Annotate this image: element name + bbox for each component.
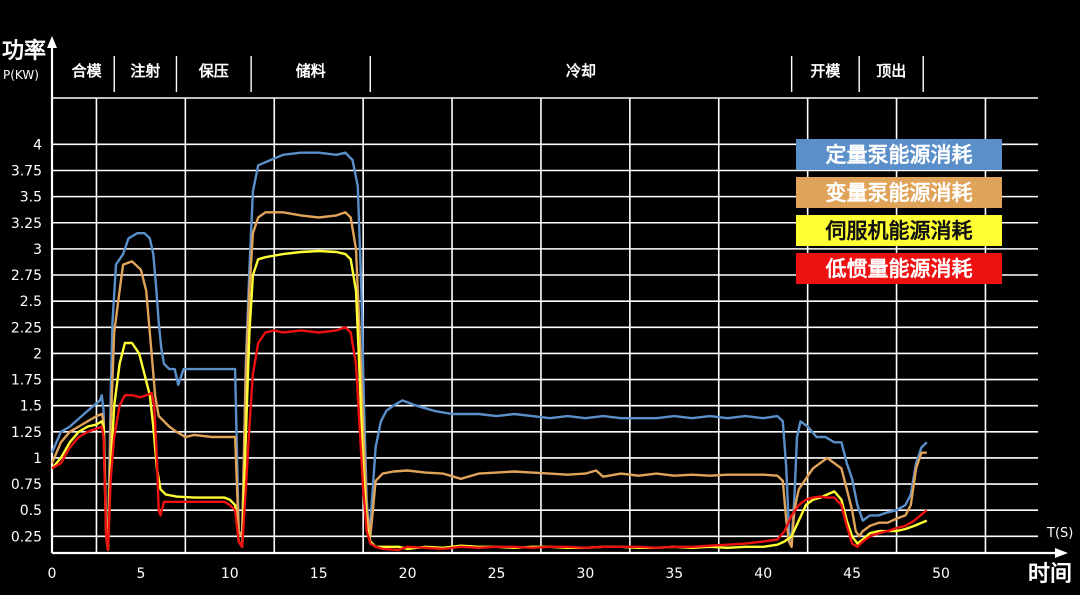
x-axis-title: 时间 xyxy=(1028,562,1072,587)
phase-label: 储料 xyxy=(296,62,326,80)
y-axis-title: 功率 xyxy=(2,38,46,64)
legend-label-4: 低惯量能源消耗 xyxy=(825,256,973,281)
series-line-4 xyxy=(51,326,928,552)
y-tick-label: 0.25 xyxy=(11,529,42,545)
y-tick-label: 3 xyxy=(33,242,42,258)
x-tick-label: 50 xyxy=(932,566,950,582)
phase-label: 保压 xyxy=(198,62,229,80)
y-tick-label: 3.5 xyxy=(20,190,42,206)
phase-label: 冷却 xyxy=(566,62,596,80)
y-tick-label: 1 xyxy=(33,451,42,467)
x-tick-label: 25 xyxy=(488,566,506,582)
y-axis-arrow xyxy=(47,36,57,48)
x-axis-arrow xyxy=(1055,548,1068,558)
legend-swatch-4 xyxy=(796,253,1002,284)
y-tick-label: 1.25 xyxy=(11,425,42,441)
y-tick-label: 2.25 xyxy=(11,320,42,336)
series-lines xyxy=(50,151,928,552)
y-axis-unit: P(KW) xyxy=(3,68,39,82)
phase-label: 顶出 xyxy=(876,62,906,80)
phase-label: 开模 xyxy=(810,62,841,80)
y-tick-label: 2.5 xyxy=(20,294,42,310)
legend-label-2: 变量泵能源消耗 xyxy=(826,180,973,205)
legend-label-1: 定量泵能源消耗 xyxy=(826,142,973,167)
y-tick-label: 2 xyxy=(33,346,42,362)
y-tick-label: 3.75 xyxy=(11,163,42,179)
x-tick-label: 30 xyxy=(576,566,594,582)
legend-swatch-1 xyxy=(796,139,1002,170)
y-tick-label: 0.75 xyxy=(11,477,42,493)
x-tick-label: 35 xyxy=(665,566,683,582)
series-line-2 xyxy=(50,211,927,548)
x-tick-label: 0 xyxy=(48,566,57,582)
series-line-1 xyxy=(50,151,928,548)
x-tick-label: 40 xyxy=(754,566,772,582)
legend-swatch-3 xyxy=(796,215,1002,246)
x-tick-label: 15 xyxy=(310,566,328,582)
legend-label-3: 伺服机能源消耗 xyxy=(825,218,973,243)
y-tick-label: 0.5 xyxy=(20,503,42,519)
y-tick-label: 1.75 xyxy=(11,373,42,389)
tick-labels: 0 5 10 15 20 25 30 35 40 45 50 0.25 0.5 0.75 1 1.25 1.5 1… xyxy=(11,137,950,582)
x-tick-label: 20 xyxy=(399,566,417,582)
y-tick-label: 2.75 xyxy=(11,268,42,284)
x-tick-label: 45 xyxy=(843,566,861,582)
x-tick-label: 5 xyxy=(136,566,145,582)
phase-label: 注射 xyxy=(130,62,160,80)
phase-bar: 合模 注射 保压 储料 冷却 开模 顶出 xyxy=(71,56,924,92)
phase-label: 合模 xyxy=(71,62,103,80)
y-tick-label: 3.25 xyxy=(11,216,42,232)
legend-swatch-2 xyxy=(796,177,1002,208)
y-tick-label: 4 xyxy=(33,137,42,153)
y-tick-label: 1.5 xyxy=(20,399,42,415)
x-axis-unit: T(S) xyxy=(1046,526,1073,541)
x-tick-label: 10 xyxy=(221,566,239,582)
